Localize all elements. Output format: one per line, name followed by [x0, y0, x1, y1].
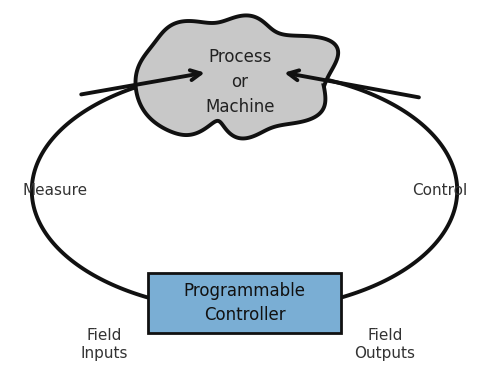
Text: Programmable
Controller: Programmable Controller	[183, 282, 305, 324]
FancyBboxPatch shape	[147, 273, 341, 333]
Text: Field
Outputs: Field Outputs	[353, 328, 414, 361]
Text: Process
or
Machine: Process or Machine	[204, 48, 274, 115]
Text: Measure: Measure	[22, 183, 87, 198]
Polygon shape	[135, 15, 338, 138]
Text: Field
Inputs: Field Inputs	[81, 328, 128, 361]
Text: Control: Control	[411, 183, 466, 198]
